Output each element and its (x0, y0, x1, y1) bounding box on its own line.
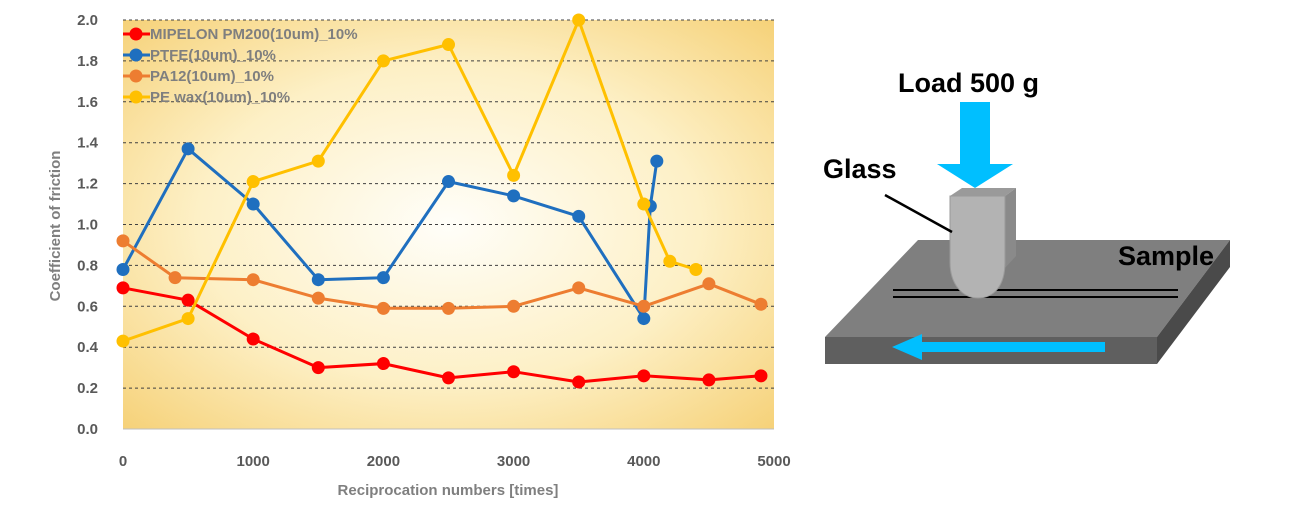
motion-arrow (892, 334, 1105, 360)
data-point (168, 271, 182, 285)
y-tick-label: 0.6 (77, 298, 98, 315)
legend-item: MIPELON PM200(10um)_10% (123, 26, 358, 43)
legend-item: PE wax(10um)_10% (123, 89, 290, 106)
data-point (376, 271, 390, 285)
data-point (246, 175, 260, 189)
data-point (116, 262, 130, 276)
data-point (442, 38, 455, 52)
data-point (181, 142, 195, 156)
data-point (637, 197, 651, 211)
data-point (650, 154, 664, 168)
data-point (507, 299, 521, 313)
x-tick-labels: 0 1000 2000 3000 4000 5000 (119, 453, 791, 470)
data-point (311, 154, 325, 168)
y-tick-label: 0.0 (77, 421, 98, 438)
series-2 (116, 234, 768, 315)
load-label: Load 500 g (898, 68, 1039, 98)
data-point (507, 189, 521, 203)
data-point (246, 197, 260, 211)
y-tick-labels: 0.0 0.2 0.4 0.6 0.8 1.0 1.2 1.4 1.6 1.8 2.0 (77, 12, 99, 438)
legend: MIPELON PM200(10um)_10% PTFE(10um)_10% PA1… (123, 26, 358, 106)
legend-item: PTFE(10um)_10% (123, 47, 276, 64)
x-axis-title: Reciprocation numbers [times] (338, 482, 559, 499)
data-point (637, 299, 651, 313)
data-point (116, 234, 130, 248)
legend-label: PTFE(10um)_10% (150, 47, 276, 64)
data-point (663, 254, 677, 268)
data-point (637, 369, 651, 383)
x-tick-label: 1000 (237, 453, 270, 470)
data-point (116, 281, 130, 295)
series-3 (116, 13, 703, 348)
glass-probe (949, 188, 1016, 299)
data-point (181, 312, 195, 326)
data-point (689, 262, 703, 276)
legend-label: PA12(10um)_10% (150, 68, 274, 85)
data-point (637, 312, 651, 326)
x-tick-label: 2000 (367, 453, 400, 470)
legend-swatch-marker (129, 90, 143, 104)
data-point (702, 373, 716, 387)
x-tick-label: 0 (119, 453, 127, 470)
sample-label: Sample (1118, 241, 1214, 271)
data-point (376, 357, 390, 371)
data-point (246, 332, 260, 346)
data-point (572, 209, 586, 223)
data-point (754, 369, 768, 383)
data-point (507, 168, 521, 182)
data-point (311, 361, 325, 375)
data-point (181, 293, 195, 307)
legend-swatch-marker (129, 27, 143, 41)
data-point (376, 54, 390, 68)
y-tick-label: 1.2 (77, 176, 98, 193)
data-point (442, 175, 455, 189)
x-tick-label: 3000 (497, 453, 530, 470)
y-tick-label: 0.8 (77, 257, 98, 274)
data-point (572, 375, 586, 389)
legend-swatch-marker (129, 69, 143, 83)
friction-chart: 0.0 0.2 0.4 0.6 0.8 1.0 1.2 1.4 1.6 1.8 2.0 0 1000 2… (47, 12, 791, 499)
legend-swatch-marker (129, 48, 143, 62)
legend-label: MIPELON PM200(10um)_10% (150, 26, 358, 43)
x-tick-label: 5000 (757, 453, 790, 470)
data-point (246, 273, 260, 287)
legend-item: PA12(10um)_10% (123, 68, 274, 85)
y-tick-label: 1.8 (77, 53, 98, 70)
glass-label: Glass (823, 154, 897, 184)
data-point (442, 301, 455, 315)
data-point (116, 334, 130, 348)
data-point (754, 297, 768, 311)
y-tick-label: 0.4 (77, 339, 99, 356)
y-tick-label: 1.6 (77, 94, 98, 111)
y-axis-title: Coefficient of friction (47, 151, 64, 302)
y-tick-label: 2.0 (77, 12, 98, 29)
load-arrow (937, 102, 1013, 188)
data-point (702, 277, 716, 291)
y-tick-label: 1.0 (77, 217, 98, 234)
data-point (572, 13, 586, 27)
series-layer (116, 13, 768, 389)
data-point (376, 301, 390, 315)
data-point (442, 371, 455, 385)
data-point (507, 365, 521, 379)
data-point (311, 273, 325, 287)
x-tick-label: 4000 (627, 453, 660, 470)
y-tick-label: 0.2 (77, 380, 98, 397)
test-setup-diagram: Load 500 g Glass Sample (823, 68, 1230, 364)
data-point (572, 281, 586, 295)
y-tick-label: 1.4 (77, 135, 99, 152)
glass-leader-line (884, 193, 953, 234)
legend-label: PE wax(10um)_10% (150, 89, 290, 106)
series-0 (116, 281, 768, 389)
data-point (311, 291, 325, 305)
